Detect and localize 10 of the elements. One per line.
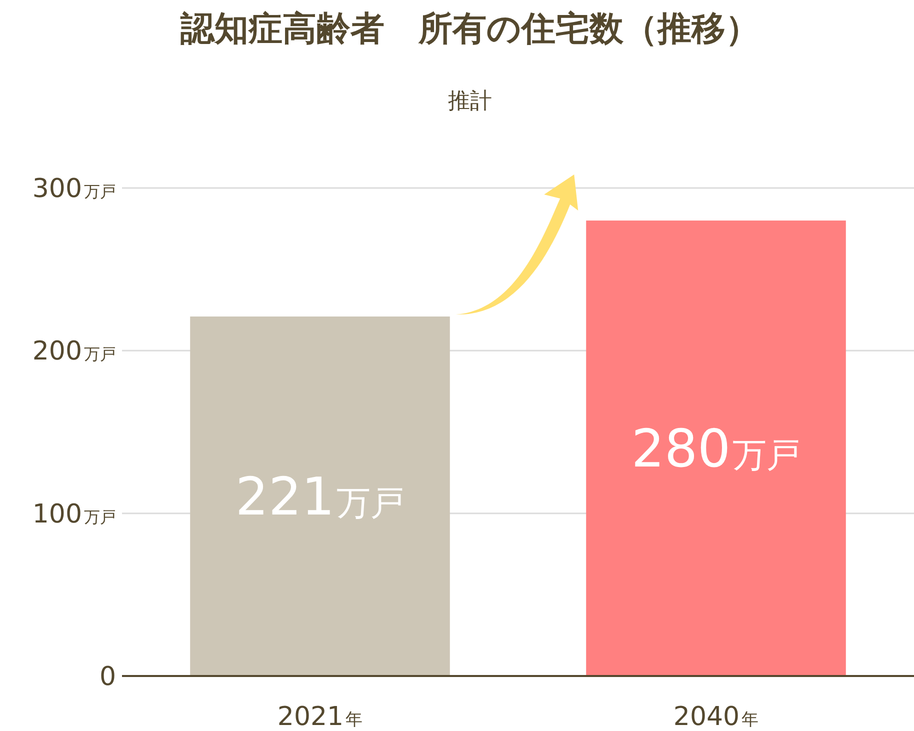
data-label: 280万戸 xyxy=(631,419,801,480)
chart-title: 認知症高齢者 所有の住宅数（推移） xyxy=(180,9,760,49)
y-tick-label: 0 xyxy=(99,662,116,692)
x-tick-label: 2021年 xyxy=(277,702,363,731)
y-tick-label: 200万戸 xyxy=(32,336,116,367)
x-tick-label: 2040年 xyxy=(673,702,759,731)
chart-subtitle: 推計 xyxy=(448,89,492,114)
data-label: 221万戸 xyxy=(235,467,405,528)
y-tick-label: 100万戸 xyxy=(32,499,116,530)
y-tick-label: 300万戸 xyxy=(32,174,116,204)
